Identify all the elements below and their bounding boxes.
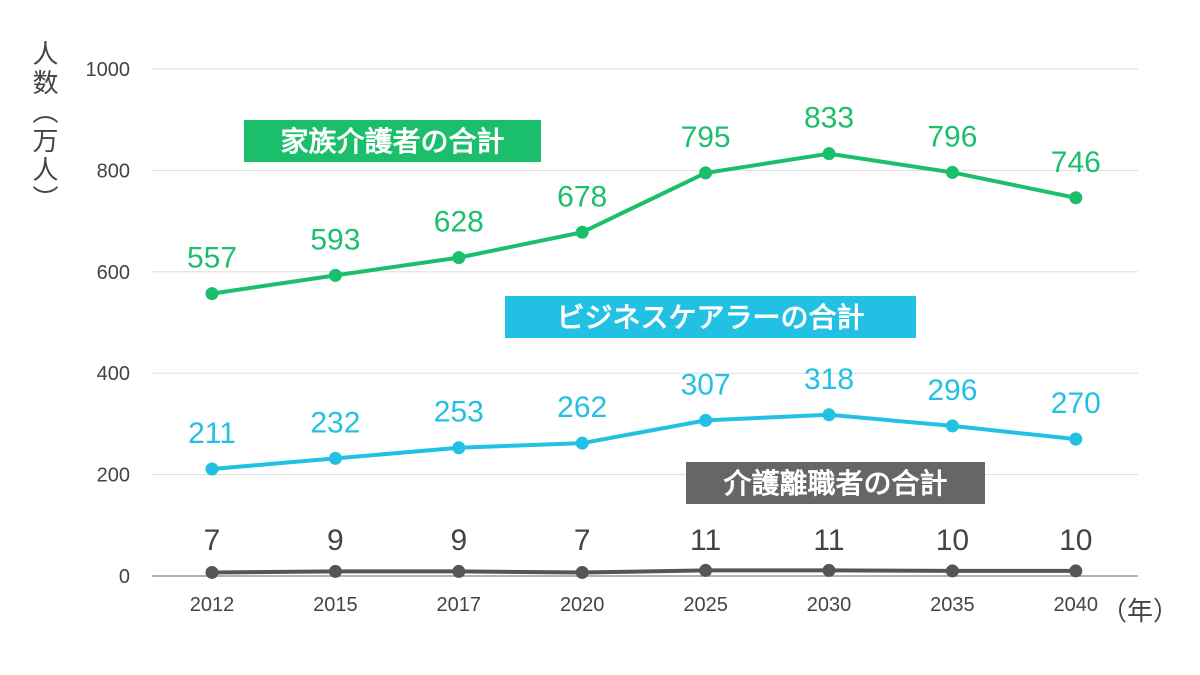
y-tick-label: 0 bbox=[119, 566, 130, 588]
data-point bbox=[1069, 191, 1083, 205]
data-point bbox=[575, 436, 589, 450]
data-point bbox=[575, 225, 589, 239]
data-label: 593 bbox=[310, 223, 360, 256]
data-label: 10 bbox=[1059, 524, 1092, 557]
data-point bbox=[945, 419, 959, 433]
data-label: 833 bbox=[804, 102, 854, 135]
data-point bbox=[205, 462, 219, 476]
x-tick-label: 2012 bbox=[190, 594, 235, 616]
series-label: 家族介護者の合計 bbox=[280, 125, 504, 157]
series-line bbox=[211, 568, 1076, 575]
data-label: 211 bbox=[188, 417, 236, 450]
data-point bbox=[945, 165, 959, 179]
data-point bbox=[328, 268, 342, 282]
data-point bbox=[699, 166, 713, 180]
data-point bbox=[328, 564, 342, 578]
series-label-box bbox=[244, 120, 541, 162]
x-axis-title: （年） bbox=[1101, 596, 1179, 626]
data-point bbox=[328, 451, 342, 465]
series-label: 介護離職者の合計 bbox=[722, 467, 947, 499]
y-tick-label: 200 bbox=[97, 465, 130, 487]
data-label: 10 bbox=[936, 524, 969, 557]
data-label: 262 bbox=[557, 391, 607, 424]
series-line bbox=[211, 412, 1077, 472]
x-tick-label: 2017 bbox=[437, 594, 482, 616]
data-point bbox=[822, 563, 836, 577]
data-label: 796 bbox=[927, 120, 977, 153]
data-point bbox=[1069, 564, 1083, 578]
data-label: 557 bbox=[187, 242, 237, 275]
series-line bbox=[211, 151, 1077, 296]
data-point bbox=[822, 408, 836, 422]
data-point bbox=[699, 563, 713, 577]
data-label: 746 bbox=[1051, 146, 1101, 179]
data-point bbox=[205, 565, 219, 579]
data-point bbox=[945, 564, 959, 578]
data-label: 7 bbox=[574, 524, 591, 557]
y-tick-label: 400 bbox=[97, 363, 130, 385]
x-tick-label: 2025 bbox=[683, 594, 728, 616]
data-label: 795 bbox=[681, 121, 731, 154]
data-label: 253 bbox=[434, 396, 484, 429]
x-tick-label: 2015 bbox=[313, 594, 358, 616]
data-point bbox=[452, 564, 466, 578]
x-tick-label: 2020 bbox=[560, 594, 605, 616]
data-point bbox=[205, 287, 219, 301]
data-point bbox=[452, 251, 466, 265]
y-axis-title: 人数（万人） bbox=[29, 40, 59, 214]
data-point bbox=[575, 565, 589, 579]
data-point bbox=[452, 441, 466, 455]
series-label-box bbox=[505, 296, 916, 338]
data-label: 7 bbox=[204, 524, 221, 557]
data-point bbox=[699, 413, 713, 427]
data-label: 270 bbox=[1051, 387, 1101, 420]
x-tick-label: 2040 bbox=[1054, 594, 1099, 616]
data-label: 11 bbox=[690, 524, 721, 557]
x-tick-label: 2030 bbox=[807, 594, 852, 616]
data-label: 9 bbox=[450, 524, 467, 557]
data-point bbox=[1069, 432, 1083, 446]
x-tick-label: 2035 bbox=[930, 594, 975, 616]
y-tick-label: 1000 bbox=[86, 59, 131, 81]
y-tick-label: 600 bbox=[97, 262, 130, 284]
data-label: 232 bbox=[310, 406, 360, 439]
series-label-box bbox=[686, 462, 985, 504]
series-label: ビジネスケアラーの合計 bbox=[556, 301, 864, 333]
data-label: 11 bbox=[813, 524, 844, 557]
data-label: 296 bbox=[927, 374, 977, 407]
data-label: 9 bbox=[327, 524, 344, 557]
y-tick-label: 800 bbox=[97, 160, 130, 182]
data-label: 318 bbox=[804, 363, 854, 396]
data-label: 307 bbox=[681, 368, 731, 401]
data-point bbox=[822, 147, 836, 161]
data-label: 678 bbox=[557, 180, 607, 213]
data-label: 628 bbox=[434, 206, 484, 239]
